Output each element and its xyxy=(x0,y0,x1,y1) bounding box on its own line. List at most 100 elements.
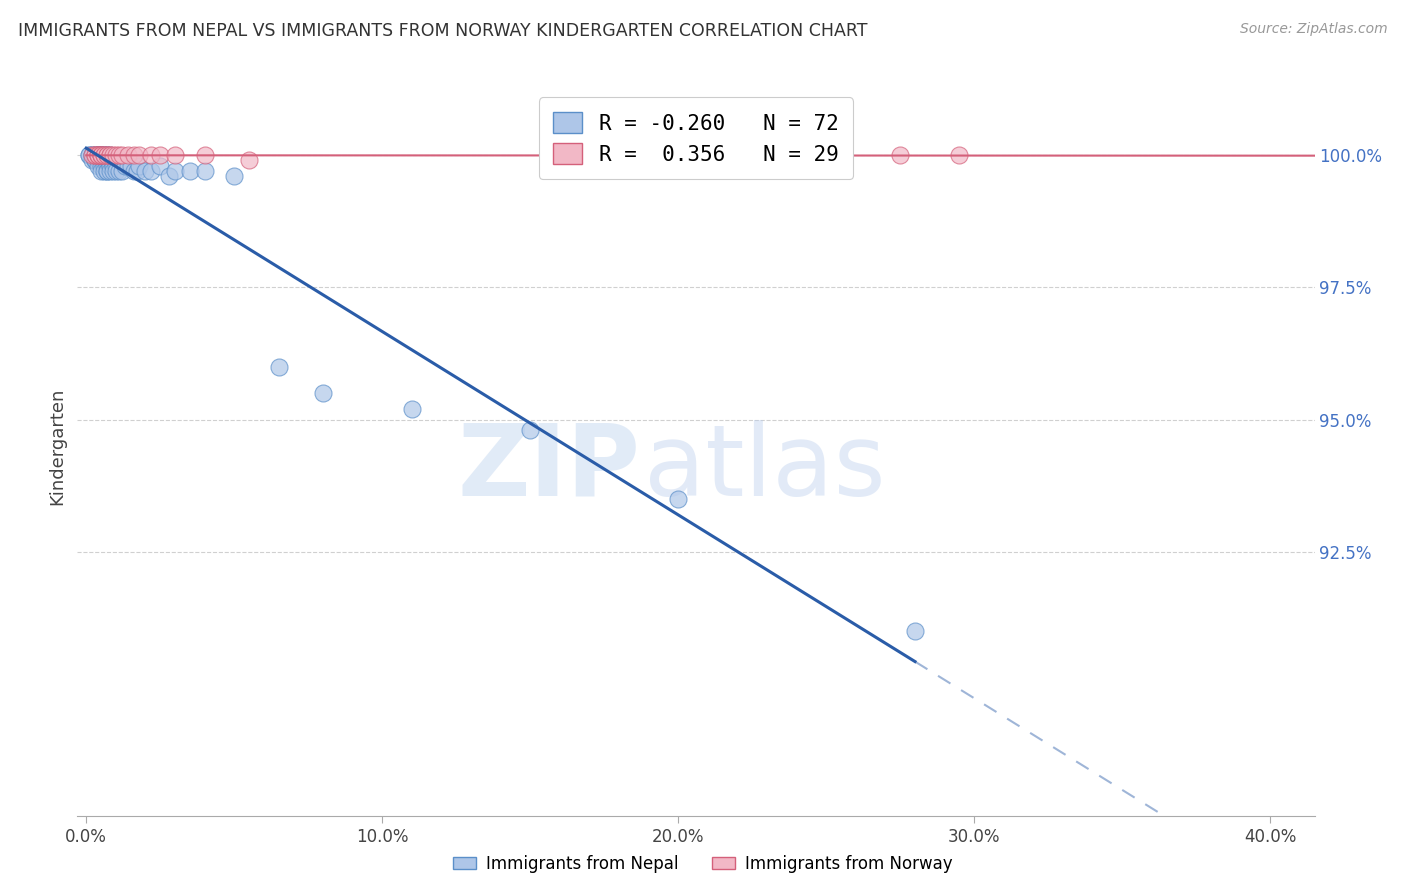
Point xyxy=(90,164,112,178)
Point xyxy=(104,148,127,162)
Point xyxy=(98,153,121,168)
Point xyxy=(84,153,107,168)
Point xyxy=(122,164,145,178)
Point xyxy=(163,164,186,178)
Point xyxy=(87,153,110,168)
Point xyxy=(149,159,172,173)
Point xyxy=(98,148,121,162)
Point xyxy=(128,148,150,162)
Point xyxy=(101,148,124,162)
Point xyxy=(101,153,124,168)
Legend: Immigrants from Nepal, Immigrants from Norway: Immigrants from Nepal, Immigrants from N… xyxy=(446,848,960,880)
Point xyxy=(117,159,139,173)
Point xyxy=(107,148,129,162)
Point xyxy=(82,148,104,162)
Point xyxy=(84,148,107,162)
Point xyxy=(149,148,172,162)
Point xyxy=(104,159,127,173)
Point xyxy=(141,164,163,178)
Point xyxy=(87,148,110,162)
Point xyxy=(82,148,104,162)
Point xyxy=(224,169,246,184)
Point xyxy=(96,148,118,162)
Point xyxy=(111,164,134,178)
Point xyxy=(87,148,110,162)
Point xyxy=(90,148,112,162)
Point xyxy=(87,148,110,162)
Point xyxy=(84,153,107,168)
Point xyxy=(84,153,107,168)
Point xyxy=(519,423,541,437)
Point xyxy=(90,148,112,162)
Point xyxy=(90,159,112,173)
Point xyxy=(90,153,112,168)
Point xyxy=(77,148,100,162)
Point xyxy=(96,148,118,162)
Point xyxy=(101,164,124,178)
Point xyxy=(122,148,145,162)
Point xyxy=(98,159,121,173)
Point xyxy=(82,148,104,162)
Point xyxy=(948,148,970,162)
Point xyxy=(111,148,134,162)
Point xyxy=(889,148,911,162)
Point xyxy=(96,148,118,162)
Point xyxy=(87,153,110,168)
Point xyxy=(93,164,115,178)
Point xyxy=(194,164,217,178)
Point xyxy=(114,159,136,173)
Point xyxy=(87,148,110,162)
Point xyxy=(401,401,423,416)
Point xyxy=(87,159,110,173)
Point xyxy=(120,159,142,173)
Point xyxy=(93,153,115,168)
Point xyxy=(90,148,112,162)
Y-axis label: Kindergarten: Kindergarten xyxy=(48,387,66,505)
Point xyxy=(98,159,121,173)
Point xyxy=(93,148,115,162)
Point xyxy=(96,164,118,178)
Point xyxy=(194,148,217,162)
Text: atlas: atlas xyxy=(644,420,886,516)
Point xyxy=(904,624,927,639)
Point xyxy=(93,148,115,162)
Point xyxy=(163,148,186,162)
Point xyxy=(141,148,163,162)
Point xyxy=(90,148,112,162)
Text: IMMIGRANTS FROM NEPAL VS IMMIGRANTS FROM NORWAY KINDERGARTEN CORRELATION CHART: IMMIGRANTS FROM NEPAL VS IMMIGRANTS FROM… xyxy=(18,22,868,40)
Point xyxy=(312,386,335,401)
Point xyxy=(111,153,134,168)
Point xyxy=(238,153,260,168)
Point xyxy=(157,169,180,184)
Point xyxy=(134,164,156,178)
Point xyxy=(93,148,115,162)
Point xyxy=(90,148,112,162)
Point xyxy=(104,153,127,168)
Point xyxy=(128,159,150,173)
Point xyxy=(267,359,290,374)
Point xyxy=(104,164,127,178)
Point xyxy=(84,148,107,162)
Point xyxy=(125,164,148,178)
Point xyxy=(93,159,115,173)
Point xyxy=(90,153,112,168)
Point xyxy=(107,164,129,178)
Point xyxy=(82,153,104,168)
Point xyxy=(101,159,124,173)
Point xyxy=(98,148,121,162)
Text: ZIP: ZIP xyxy=(457,420,640,516)
Point xyxy=(98,148,121,162)
Point xyxy=(93,148,115,162)
Point xyxy=(87,148,110,162)
Legend: R = -0.260   N = 72, R =  0.356   N = 29: R = -0.260 N = 72, R = 0.356 N = 29 xyxy=(538,97,853,179)
Point xyxy=(84,148,107,162)
Point xyxy=(96,153,118,168)
Point xyxy=(84,148,107,162)
Point xyxy=(107,153,129,168)
Point xyxy=(93,153,115,168)
Point xyxy=(96,159,118,173)
Point xyxy=(96,164,118,178)
Point xyxy=(666,491,689,506)
Point xyxy=(77,148,100,162)
Text: Source: ZipAtlas.com: Source: ZipAtlas.com xyxy=(1240,22,1388,37)
